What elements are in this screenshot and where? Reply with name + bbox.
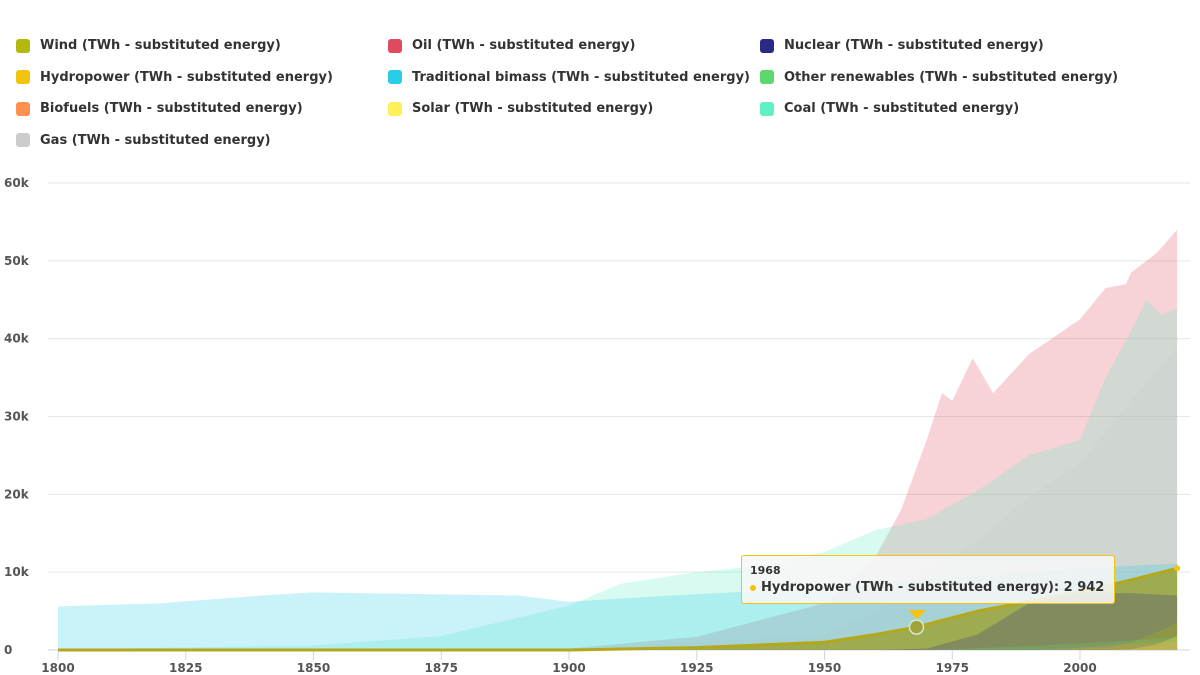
- legend-swatch: [760, 101, 774, 116]
- legend-item[interactable]: Traditional bimass (TWh - substituted en…: [388, 70, 750, 85]
- area-biofuels: [58, 641, 1178, 650]
- legend-item[interactable]: Nuclear (TWh - substituted energy): [760, 38, 1044, 53]
- legend-label: Biofuels (TWh - substituted energy): [40, 101, 303, 116]
- y-tick-label: 40k: [4, 332, 30, 346]
- x-tick-label: 1900: [552, 661, 585, 675]
- legend-swatch: [16, 38, 30, 53]
- legend-item[interactable]: Coal (TWh - substituted energy): [760, 101, 1019, 116]
- tooltip-value: Hydropower (TWh - substituted energy): 2…: [761, 580, 1105, 595]
- legend-label: Coal (TWh - substituted energy): [784, 101, 1020, 116]
- legend-label: Oil (TWh - substituted energy): [412, 38, 636, 53]
- x-tick-label: 1850: [297, 661, 330, 675]
- area-oil: [58, 229, 1178, 650]
- legend-swatch: [760, 38, 774, 53]
- x-tick-label: 1875: [425, 661, 458, 675]
- legend-item[interactable]: Solar (TWh - substituted energy): [388, 101, 653, 116]
- y-tick-label: 0: [4, 643, 12, 657]
- x-tick-label: 1925: [680, 661, 713, 675]
- y-tick-label: 10k: [4, 565, 30, 579]
- legend-item[interactable]: Oil (TWh - substituted energy): [388, 38, 635, 53]
- legend-swatch: [16, 70, 30, 84]
- legend-item[interactable]: Biofuels (TWh - substituted energy): [16, 101, 303, 116]
- legend-item[interactable]: Wind (TWh - substituted energy): [16, 38, 281, 53]
- y-tick-label: 50k: [4, 254, 30, 268]
- tooltip-arrow: [908, 610, 926, 619]
- legend-label: Hydropower (TWh - substituted energy): [40, 69, 333, 85]
- hover-marker: [908, 619, 925, 635]
- tooltip: 1968 Hydropower (TWh - substituted energ…: [741, 555, 1116, 604]
- legend-item[interactable]: Other renewables (TWh - substituted ener…: [760, 70, 1118, 85]
- legend-item[interactable]: Gas (TWh - substituted energy): [16, 133, 271, 148]
- y-tick-label: 20k: [4, 487, 30, 501]
- x-tick-label: 1800: [41, 661, 74, 675]
- area-hydropower: [58, 568, 1178, 650]
- x-tick-label: 1975: [936, 661, 969, 675]
- x-tick-label: 2000: [1063, 661, 1096, 675]
- tooltip-dot-icon: [750, 584, 756, 591]
- legend-swatch: [16, 133, 30, 147]
- legend-item[interactable]: Hydropower (TWh - substituted energy): [16, 70, 333, 85]
- legend-label: Solar (TWh - substituted energy): [412, 101, 654, 116]
- y-tick-label: 30k: [4, 410, 30, 424]
- legend-label: Other renewables (TWh - substituted ener…: [784, 69, 1119, 85]
- legend-swatch: [388, 101, 402, 116]
- tooltip-year: 1968: [750, 564, 781, 577]
- legend-label: Traditional bimass (TWh - substituted en…: [412, 69, 750, 85]
- legend-swatch: [16, 101, 30, 116]
- x-tick-label: 1825: [169, 661, 202, 675]
- x-tick-label: 1950: [808, 661, 841, 675]
- area-other: [58, 636, 1178, 650]
- legend-label: Wind (TWh - substituted energy): [40, 38, 281, 53]
- y-tick-label: 60k: [4, 176, 30, 190]
- legend-label: Nuclear (TWh - substituted energy): [784, 38, 1044, 53]
- legend-swatch: [760, 70, 774, 84]
- legend-swatch: [388, 38, 402, 53]
- legend-swatch: [388, 70, 402, 84]
- hydropower-end-marker: [1174, 565, 1181, 572]
- legend-label: Gas (TWh - substituted energy): [40, 132, 271, 148]
